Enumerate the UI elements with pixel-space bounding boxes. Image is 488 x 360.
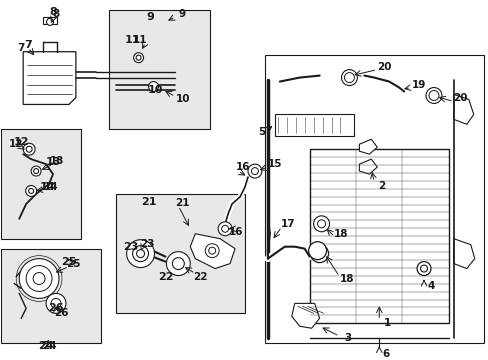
Text: 25: 25 bbox=[61, 257, 77, 267]
Circle shape bbox=[341, 69, 357, 86]
Polygon shape bbox=[359, 139, 377, 154]
Circle shape bbox=[314, 249, 324, 258]
Circle shape bbox=[425, 87, 441, 103]
Text: 5: 5 bbox=[258, 127, 265, 137]
Circle shape bbox=[428, 90, 438, 100]
Text: 13: 13 bbox=[50, 156, 64, 166]
Circle shape bbox=[205, 244, 219, 258]
Circle shape bbox=[51, 298, 61, 309]
Circle shape bbox=[29, 189, 34, 193]
Text: 26: 26 bbox=[48, 303, 64, 313]
Circle shape bbox=[313, 216, 329, 232]
Polygon shape bbox=[291, 303, 319, 328]
Circle shape bbox=[19, 258, 59, 298]
Text: 22: 22 bbox=[157, 271, 173, 282]
Text: 18: 18 bbox=[340, 274, 354, 284]
Text: 25: 25 bbox=[65, 258, 80, 269]
Text: 24: 24 bbox=[41, 341, 56, 351]
Text: 12: 12 bbox=[13, 137, 29, 147]
Text: 20: 20 bbox=[376, 62, 391, 72]
Text: 1: 1 bbox=[383, 318, 390, 328]
Circle shape bbox=[26, 266, 52, 292]
Circle shape bbox=[172, 258, 184, 270]
Text: 3: 3 bbox=[343, 333, 350, 343]
Circle shape bbox=[46, 18, 53, 25]
Bar bbox=[43, 17, 57, 24]
Circle shape bbox=[31, 166, 41, 176]
Circle shape bbox=[133, 53, 143, 63]
Bar bbox=[1, 249, 101, 343]
Text: 11: 11 bbox=[133, 35, 147, 45]
Circle shape bbox=[46, 293, 66, 313]
Circle shape bbox=[126, 240, 154, 267]
Circle shape bbox=[308, 242, 326, 260]
Text: 16: 16 bbox=[228, 227, 243, 237]
Text: 23: 23 bbox=[140, 239, 155, 249]
Polygon shape bbox=[190, 234, 235, 269]
Text: 9: 9 bbox=[179, 9, 185, 19]
Circle shape bbox=[344, 73, 354, 82]
Text: 10: 10 bbox=[176, 94, 190, 104]
Bar bbox=[309, 149, 448, 323]
Bar bbox=[1, 129, 81, 239]
Circle shape bbox=[218, 222, 232, 236]
Text: 8: 8 bbox=[52, 9, 60, 19]
Text: 19: 19 bbox=[411, 80, 426, 90]
Circle shape bbox=[132, 246, 148, 262]
Circle shape bbox=[251, 168, 258, 175]
Circle shape bbox=[148, 82, 158, 91]
Text: 9: 9 bbox=[146, 12, 154, 22]
Text: 21: 21 bbox=[175, 198, 189, 208]
Text: 2: 2 bbox=[377, 181, 384, 191]
Circle shape bbox=[23, 143, 35, 155]
Text: 14: 14 bbox=[39, 182, 55, 192]
Text: 15: 15 bbox=[267, 159, 282, 169]
Circle shape bbox=[136, 250, 144, 258]
Text: 12: 12 bbox=[9, 139, 23, 149]
Circle shape bbox=[247, 164, 262, 178]
Text: 14: 14 bbox=[43, 182, 58, 192]
Polygon shape bbox=[23, 52, 76, 104]
Text: 22: 22 bbox=[193, 271, 207, 282]
Circle shape bbox=[317, 220, 325, 228]
Text: 7: 7 bbox=[24, 40, 32, 50]
Text: 23: 23 bbox=[122, 242, 138, 252]
Circle shape bbox=[26, 146, 32, 152]
Circle shape bbox=[208, 247, 215, 254]
Circle shape bbox=[420, 265, 427, 272]
Circle shape bbox=[26, 185, 37, 197]
Circle shape bbox=[136, 55, 141, 60]
Text: 6: 6 bbox=[382, 349, 389, 359]
Bar bbox=[116, 194, 244, 313]
Text: 17: 17 bbox=[280, 219, 294, 229]
Text: 24: 24 bbox=[38, 341, 54, 351]
Text: 13: 13 bbox=[45, 157, 61, 167]
Text: 11: 11 bbox=[124, 35, 140, 45]
Bar bbox=[274, 114, 354, 136]
Polygon shape bbox=[453, 239, 474, 269]
Text: 16: 16 bbox=[235, 162, 250, 172]
Circle shape bbox=[221, 225, 228, 232]
Bar bbox=[264, 55, 483, 343]
Text: 8: 8 bbox=[49, 7, 57, 17]
Circle shape bbox=[166, 252, 190, 275]
Text: 21: 21 bbox=[141, 197, 156, 207]
Circle shape bbox=[33, 273, 45, 284]
Text: 10: 10 bbox=[147, 85, 163, 95]
Polygon shape bbox=[453, 94, 473, 124]
Polygon shape bbox=[359, 159, 377, 174]
Circle shape bbox=[310, 245, 328, 262]
Text: 26: 26 bbox=[54, 308, 68, 318]
Bar bbox=[108, 10, 210, 129]
Text: 18: 18 bbox=[333, 229, 348, 239]
Text: 7: 7 bbox=[18, 43, 25, 53]
Circle shape bbox=[416, 262, 430, 275]
Text: 4: 4 bbox=[427, 282, 434, 292]
Text: 20: 20 bbox=[453, 94, 467, 103]
Circle shape bbox=[34, 168, 39, 174]
